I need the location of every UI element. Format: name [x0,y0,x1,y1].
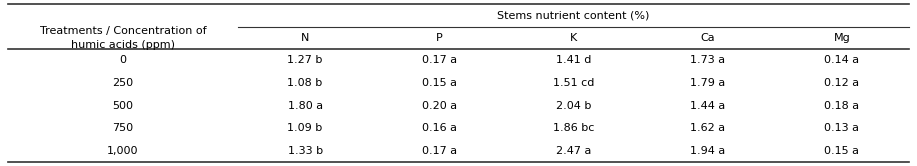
Text: 500: 500 [113,101,134,111]
Text: 1.27 b: 1.27 b [287,55,323,65]
Text: N: N [301,33,309,43]
Text: 0.15 a: 0.15 a [422,78,457,88]
Text: 0.17 a: 0.17 a [422,55,457,65]
Text: 2.04 b: 2.04 b [556,101,591,111]
Text: 0.14 a: 0.14 a [824,55,859,65]
Text: 0.12 a: 0.12 a [824,78,859,88]
Text: 1.73 a: 1.73 a [691,55,725,65]
Text: 0.20 a: 0.20 a [422,101,457,111]
Text: P: P [436,33,443,43]
Text: Mg: Mg [834,33,850,43]
Text: 750: 750 [113,123,134,133]
Text: 1.62 a: 1.62 a [691,123,725,133]
Text: Treatments / Concentration of
humic acids (ppm): Treatments / Concentration of humic acid… [39,26,206,50]
Text: 1.80 a: 1.80 a [288,101,323,111]
Text: 250: 250 [113,78,134,88]
Text: 1.44 a: 1.44 a [691,101,725,111]
Text: Ca: Ca [701,33,715,43]
Text: 1.33 b: 1.33 b [288,146,323,156]
Text: Stems nutrient content (%): Stems nutrient content (%) [497,10,649,20]
Text: K: K [569,33,577,43]
Text: 1,000: 1,000 [107,146,138,156]
Text: 0.13 a: 0.13 a [824,123,859,133]
Text: 1.79 a: 1.79 a [691,78,725,88]
Text: 1.86 bc: 1.86 bc [553,123,594,133]
Text: 1.94 a: 1.94 a [691,146,725,156]
Text: 1.41 d: 1.41 d [556,55,591,65]
Text: 1.08 b: 1.08 b [287,78,323,88]
Text: 2.47 a: 2.47 a [556,146,591,156]
Text: 1.09 b: 1.09 b [287,123,323,133]
Text: 0.15 a: 0.15 a [824,146,859,156]
Text: 0.16 a: 0.16 a [422,123,457,133]
Text: 0: 0 [119,55,127,65]
Text: 0.18 a: 0.18 a [824,101,859,111]
Text: 1.51 cd: 1.51 cd [553,78,594,88]
Text: 0.17 a: 0.17 a [422,146,457,156]
